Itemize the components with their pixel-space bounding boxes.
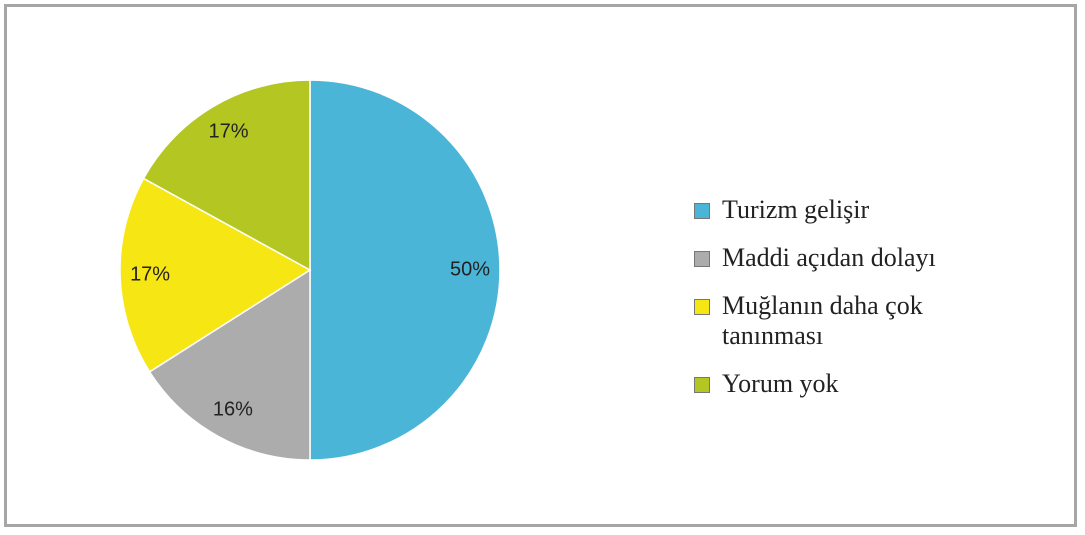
data-label: 16% (213, 398, 253, 420)
data-label: 50% (450, 258, 490, 280)
data-label: 17% (130, 263, 170, 285)
legend-swatch (694, 299, 710, 315)
legend: Turizm gelişir Maddi açıdan dolayı Muğlanı… (690, 195, 960, 417)
legend-label: Maddi açıdan dolayı (722, 243, 936, 272)
chart-frame (4, 4, 1077, 527)
legend-swatch (694, 203, 710, 219)
pie-slice (142, 79, 311, 272)
legend-label: Yorum yok (722, 369, 839, 398)
pie-slice (148, 268, 311, 461)
legend-label: Muğlanın daha çok tanınması (722, 291, 923, 350)
pie-slice (309, 79, 501, 461)
legend-item: Muğlanın daha çok tanınması (690, 291, 960, 351)
legend-label: Turizm gelişir (722, 195, 870, 224)
legend-swatch (694, 251, 710, 267)
data-label: 17% (209, 121, 249, 143)
legend-item: Yorum yok (690, 369, 960, 399)
legend-item: Maddi açıdan dolayı (690, 243, 960, 273)
pie-slice (119, 177, 312, 373)
legend-item: Turizm gelişir (690, 195, 960, 225)
legend-swatch (694, 377, 710, 393)
